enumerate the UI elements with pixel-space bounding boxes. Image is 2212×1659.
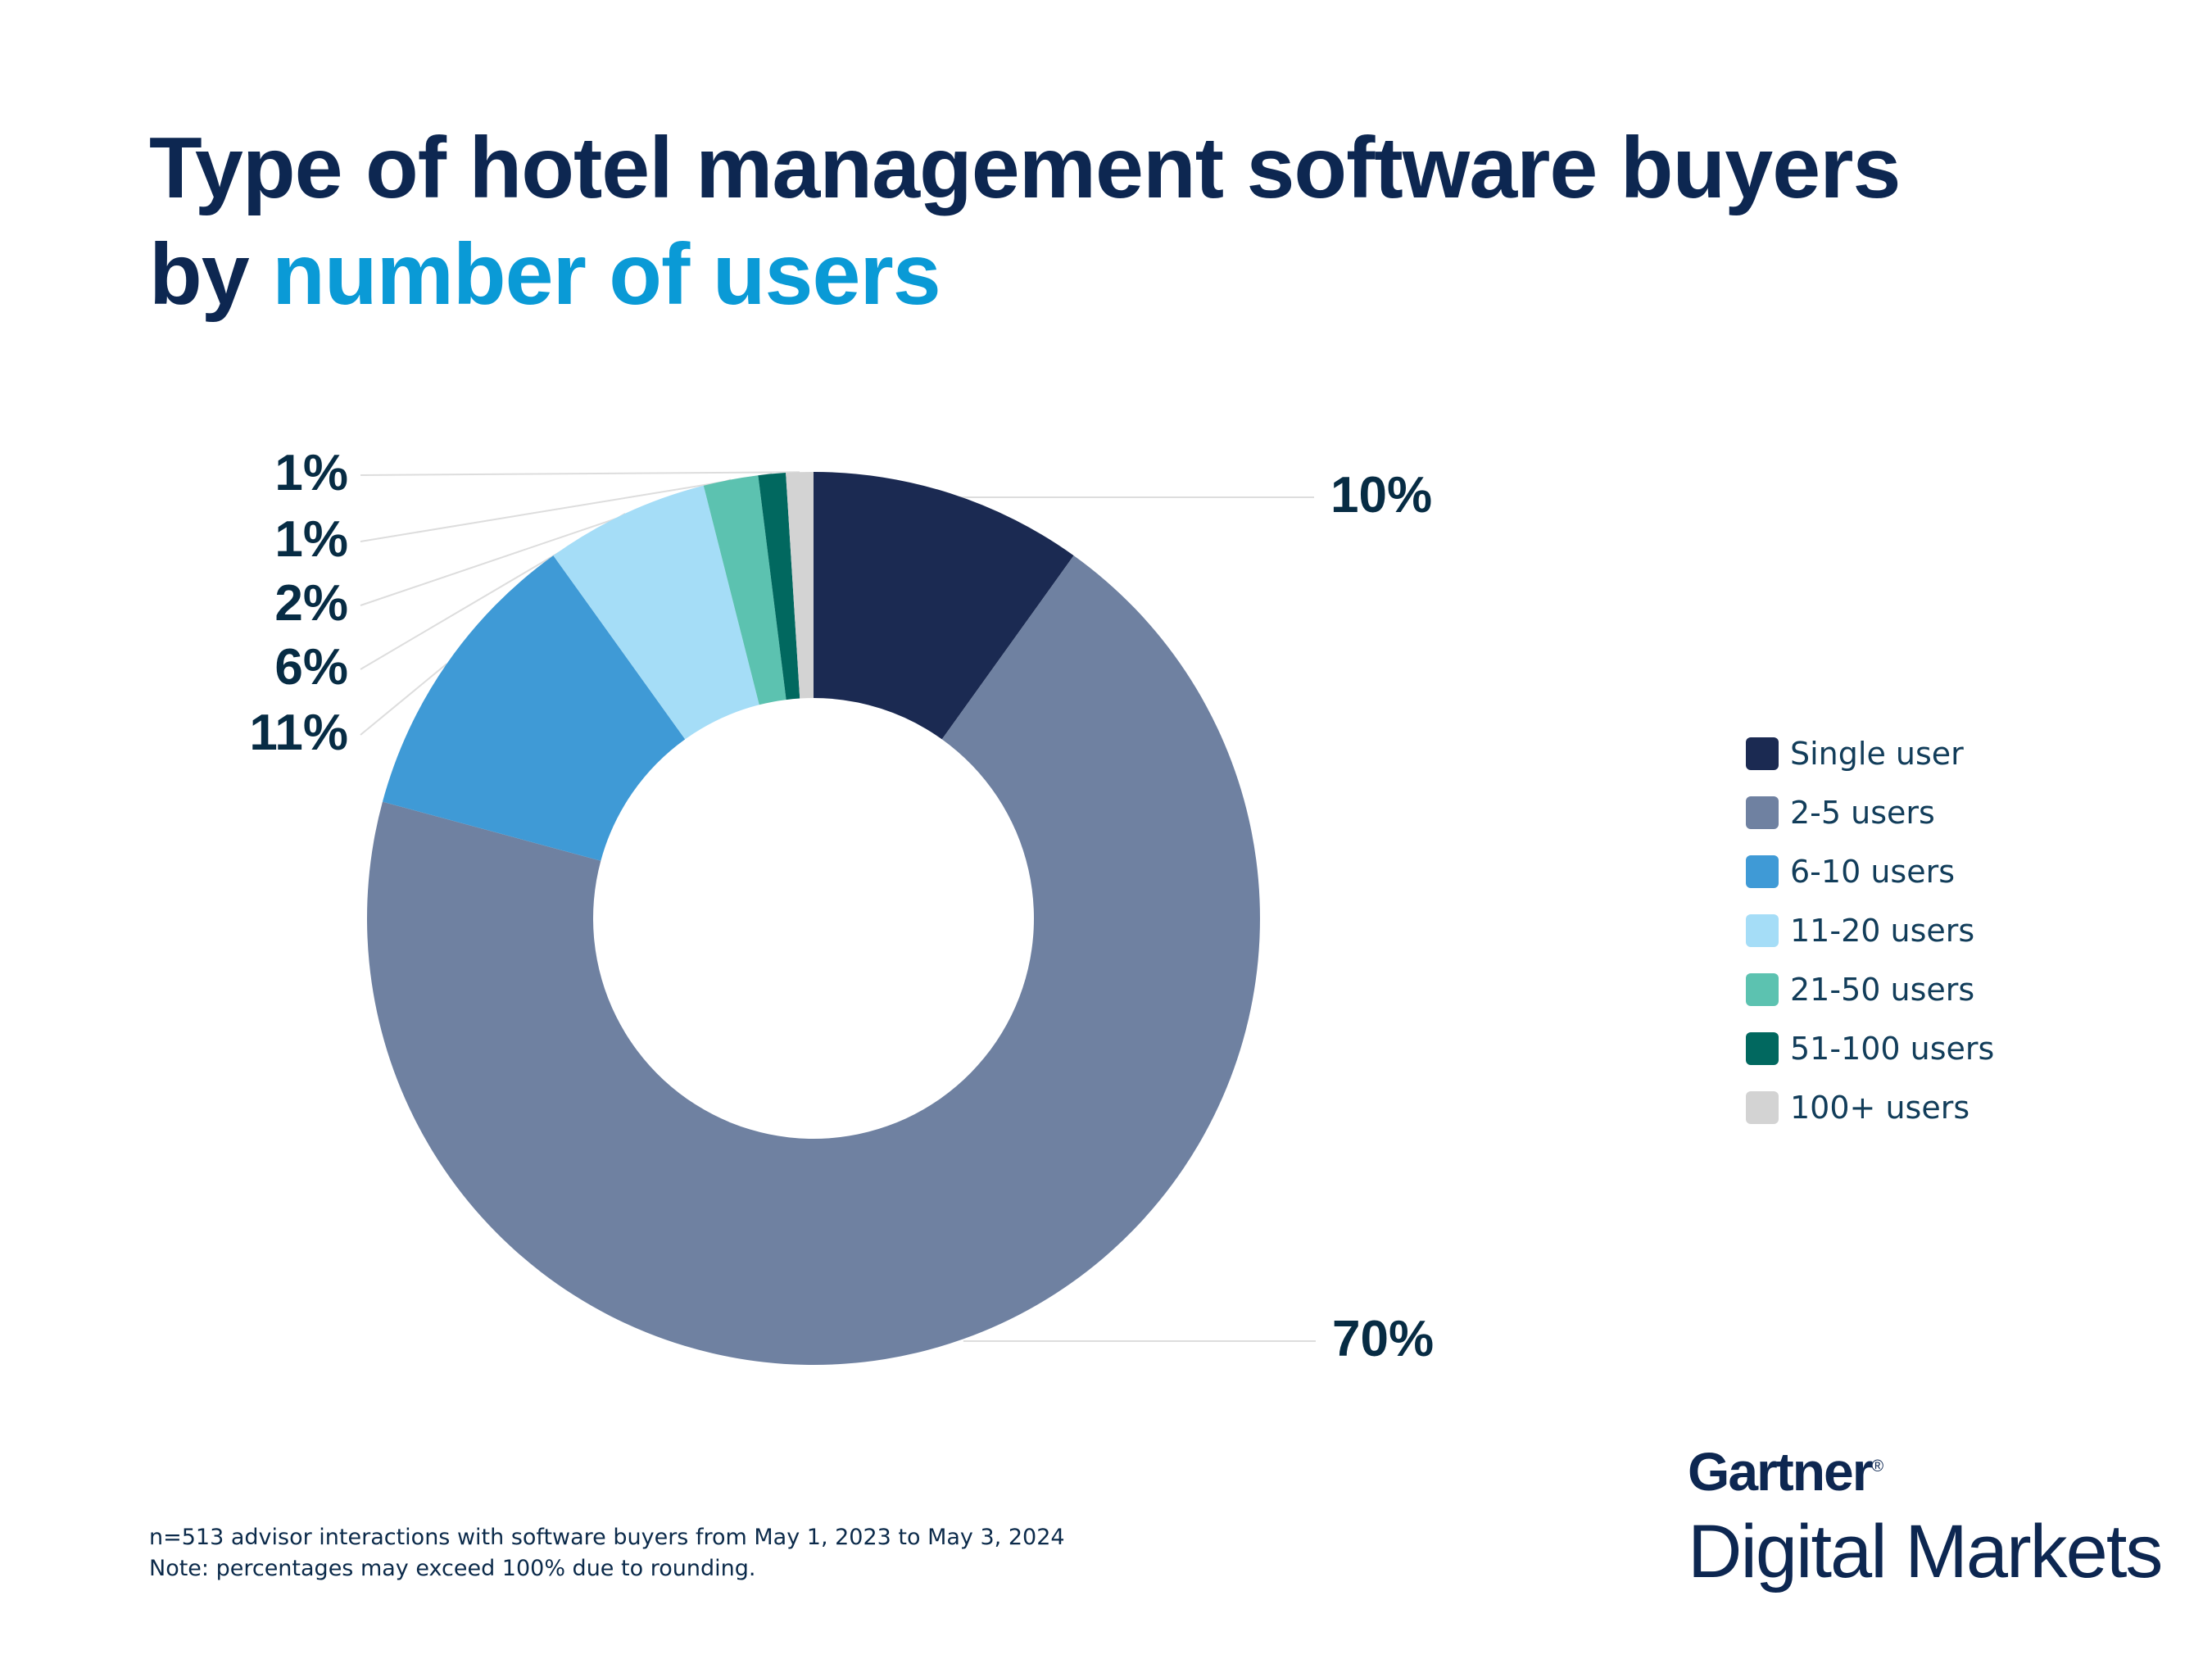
legend-swatch [1746, 914, 1779, 947]
donut-slice-21-50-users [703, 475, 786, 705]
digital-markets-logo: Digital Markets [1688, 1510, 2163, 1593]
legend-label: Single user [1790, 736, 1964, 772]
data-label: 2% [274, 575, 348, 632]
legend-label: 100+ users [1790, 1090, 1970, 1126]
donut-slice-100-users [786, 472, 814, 699]
legend: Single user 2-5 users 6-10 users 11-20 user… [1746, 724, 1994, 1137]
donut-slice-6-10-users [382, 555, 686, 861]
legend-label: 21-50 users [1790, 972, 1975, 1008]
legend-swatch [1746, 796, 1779, 829]
legend-item: 2-5 users [1746, 783, 1994, 842]
legend-swatch [1746, 1032, 1779, 1065]
legend-label: 51-100 users [1790, 1031, 1995, 1067]
legend-swatch [1746, 737, 1779, 770]
leader-line [360, 471, 800, 476]
donut-slice-2-5-users [367, 555, 1261, 1365]
legend-label: 2-5 users [1790, 795, 1935, 831]
logo-registered: ® [1871, 1457, 1884, 1475]
legend-label: 11-20 users [1790, 913, 1975, 949]
legend-item: Single user [1746, 724, 1994, 783]
legend-swatch [1746, 855, 1779, 888]
donut-slice-single-user [814, 472, 1074, 740]
data-label: 1% [274, 445, 348, 501]
leader-line [360, 663, 447, 736]
donut-slice-51-100-users [758, 473, 800, 700]
title-prefix: by [149, 226, 273, 323]
title-line-1: Type of hotel management software buyers [149, 120, 1901, 216]
data-label: 1% [274, 511, 348, 568]
data-label: 11% [249, 705, 348, 761]
legend-item: 6-10 users [1746, 842, 1994, 901]
legend-item: 21-50 users [1746, 960, 1994, 1019]
footnote-note: Note: percentages may exceed 100% due to… [149, 1556, 756, 1581]
title-line-2: by number of users [149, 221, 1900, 328]
footnote: n=513 advisor interactions with software… [149, 1522, 1065, 1584]
legend-item: 11-20 users [1746, 901, 1994, 960]
footnote-sample: n=513 advisor interactions with software… [149, 1525, 1065, 1550]
legend-label: 6-10 users [1790, 854, 1956, 890]
legend-item: 51-100 users [1746, 1019, 1994, 1078]
gartner-logo: Gartner® [1688, 1440, 1883, 1503]
legend-swatch [1746, 1091, 1779, 1124]
data-label: 6% [274, 639, 348, 696]
chart-title: Type of hotel management software buyers… [149, 115, 1901, 328]
legend-item: 100+ users [1746, 1078, 1994, 1137]
data-label: 10% [1330, 467, 1432, 524]
leader-line [360, 473, 773, 542]
legend-swatch [1746, 973, 1779, 1006]
data-label: 70% [1332, 1311, 1434, 1367]
logo-brand: Gartner [1688, 1441, 1873, 1502]
title-highlight: number of users [272, 226, 941, 323]
donut-slice-11-20-users [553, 485, 759, 740]
